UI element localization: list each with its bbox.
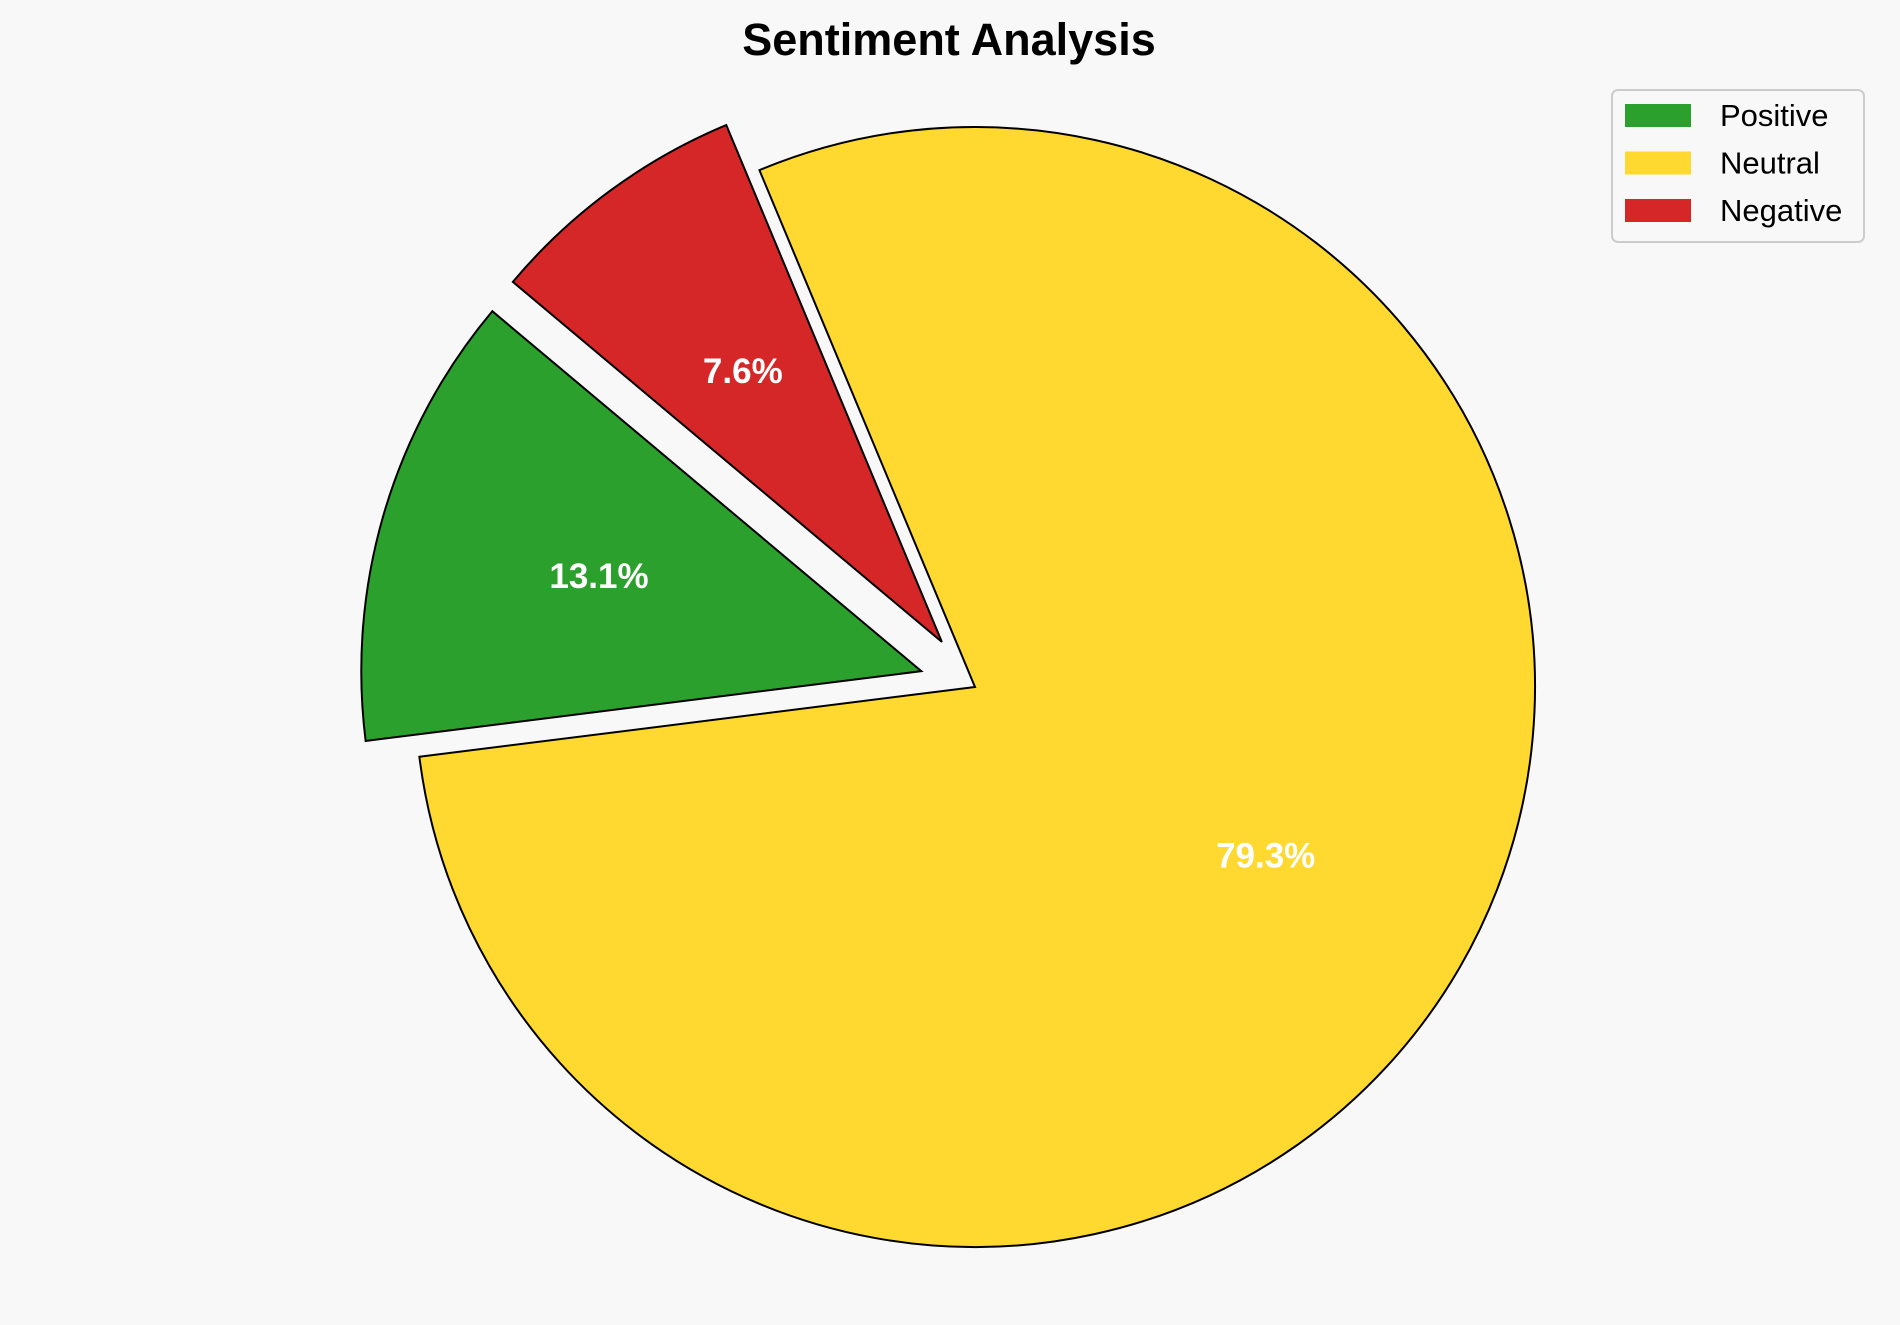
legend-label-negative: Negative [1720, 193, 1842, 228]
slice-label-negative: 7.6% [703, 352, 783, 391]
legend-swatch-positive [1625, 104, 1691, 127]
slice-label-neutral: 79.3% [1216, 837, 1315, 876]
legend-swatch-neutral [1625, 151, 1691, 175]
chart-title: Sentiment Analysis [742, 14, 1155, 65]
legend: Positive Neutral Negative [1611, 89, 1865, 243]
legend-label-positive: Positive [1720, 98, 1829, 133]
legend-swatch-negative [1625, 199, 1691, 222]
pie-slice-negative [511, 123, 943, 643]
pie-slice-positive [360, 309, 924, 743]
slice-label-positive: 13.1% [549, 557, 648, 596]
pie-slice-neutral [418, 126, 1536, 1248]
legend-label-neutral: Neutral [1720, 146, 1820, 181]
